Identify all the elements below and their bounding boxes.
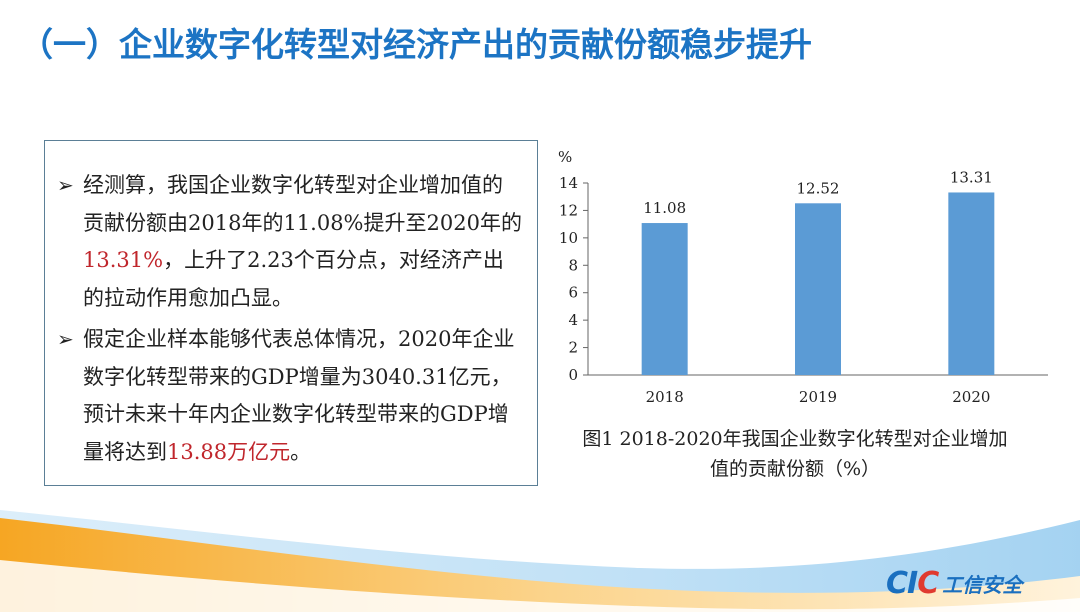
bullet-2-highlight: 13.88万亿元 bbox=[167, 439, 291, 464]
summary-textbox: ➢ 经测算，我国企业数字化转型对企业增加值的贡献份额由2018年的11.08%提… bbox=[44, 140, 538, 486]
bullet-item-2: ➢ 假定企业样本能够代表总体情况，2020年企业数字化转型带来的GDP增量为30… bbox=[57, 321, 523, 471]
y-tick-label: 6 bbox=[568, 284, 578, 302]
bullet-1-text: 经测算，我国企业数字化转型对企业增加值的贡献份额由2018年的11.08%提升至… bbox=[83, 173, 522, 235]
y-tick-label: 14 bbox=[559, 174, 578, 192]
x-tick-label: 2020 bbox=[952, 388, 990, 406]
slide-title: （一）企业数字化转型对经济产出的贡献份额稳步提升 bbox=[20, 25, 812, 64]
logo-latin-left: CI bbox=[886, 565, 918, 601]
y-tick-label: 8 bbox=[568, 256, 578, 274]
contribution-bar-chart: % 0 2 4 6 8 10 12 14 11.08 2018 12.52 2019 13.31 2020 bbox=[548, 140, 1068, 420]
logo-latin: CIC bbox=[886, 565, 939, 601]
bullet-2-text: 假定企业样本能够代表总体情况，2020年企业数字化转型带来的GDP增量为3040… bbox=[83, 327, 515, 464]
logo-chinese-name: 工信安全 bbox=[942, 572, 1023, 597]
cic-logo: CIC 工信安全 bbox=[886, 565, 1022, 601]
y-tick-label: 12 bbox=[559, 201, 578, 219]
chart-caption: 图1 2018-2020年我国企业数字化转型对企业增加值的贡献份额（%） bbox=[582, 428, 1008, 480]
bullet-1-highlight: 13.31% bbox=[83, 248, 164, 272]
bullet-text-1: 经测算，我国企业数字化转型对企业增加值的贡献份额由2018年的11.08%提升至… bbox=[83, 167, 523, 317]
y-tick-label: 10 bbox=[559, 229, 578, 247]
logo-latin-mid: C bbox=[917, 565, 939, 601]
x-tick-label: 2019 bbox=[799, 388, 837, 406]
bullet-1-text-end: ，上升了2.23个百分点，对经济产出的拉动作用愈加凸显。 bbox=[83, 248, 504, 310]
bullet-item-1: ➢ 经测算，我国企业数字化转型对企业增加值的贡献份额由2018年的11.08%提… bbox=[57, 167, 523, 317]
bar bbox=[948, 192, 995, 375]
y-tick-label: 2 bbox=[568, 339, 578, 357]
bar-value-label: 11.08 bbox=[643, 199, 686, 217]
bar-value-label: 13.31 bbox=[950, 168, 993, 186]
y-axis-unit-label: % bbox=[558, 148, 572, 166]
arrow-bullet-icon: ➢ bbox=[57, 173, 74, 197]
bullet-2-text-end: 。 bbox=[290, 439, 312, 464]
x-tick-label: 2018 bbox=[646, 388, 684, 406]
y-tick-label: 0 bbox=[568, 366, 578, 384]
bar-value-label: 12.52 bbox=[797, 179, 840, 197]
y-tick-label: 4 bbox=[568, 311, 578, 329]
bullet-text-2: 假定企业样本能够代表总体情况，2020年企业数字化转型带来的GDP增量为3040… bbox=[83, 321, 523, 471]
footer-swoosh-decoration bbox=[0, 510, 1080, 612]
chart-svg: % 0 2 4 6 8 10 12 14 11.08 2018 12.52 2019 13.31 2020 bbox=[558, 148, 1048, 406]
bar bbox=[795, 203, 841, 375]
arrow-bullet-icon: ➢ bbox=[57, 327, 74, 351]
bar bbox=[641, 223, 688, 375]
